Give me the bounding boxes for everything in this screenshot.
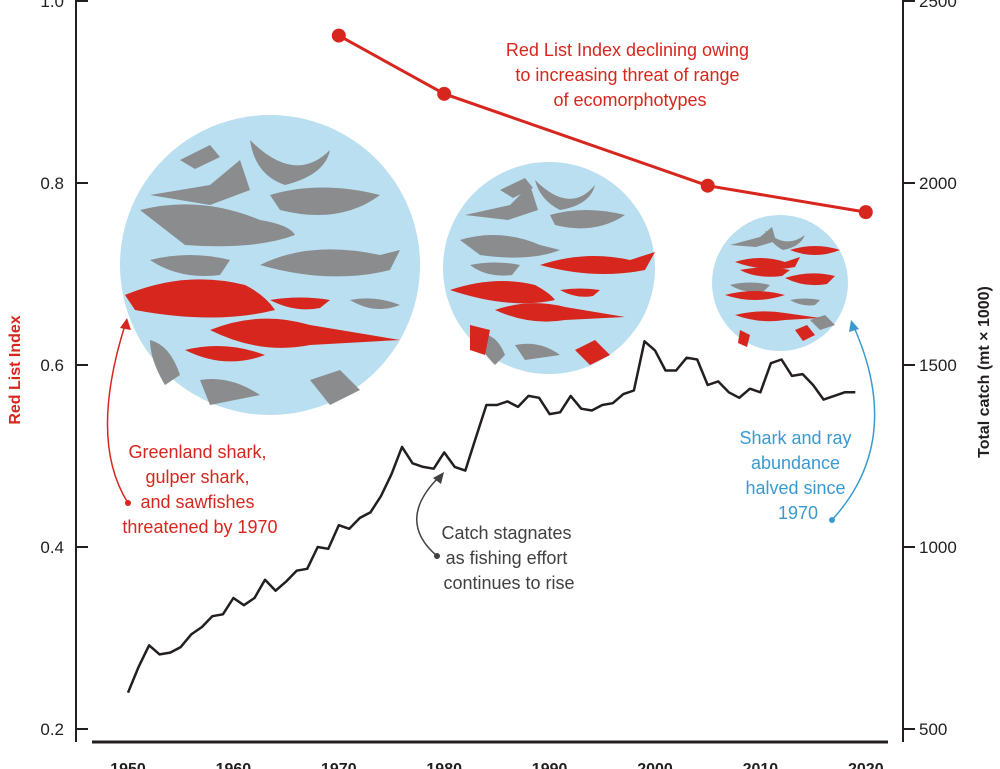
non-threatened-species-silhouettes-1990 — [460, 178, 625, 365]
annotation-red-list-line: Red List Index declining owing — [506, 40, 749, 60]
annotation-catch-line: as fishing effort — [446, 548, 568, 568]
annotation-greenland-line: Greenland shark, — [128, 442, 266, 462]
left-tick-label: 0.4 — [40, 538, 64, 557]
left-tick-label: 0.8 — [40, 174, 64, 193]
catch-arrow-dot — [434, 553, 440, 559]
annotation-abundance-line: halved since — [745, 478, 845, 498]
left-axis-title: Red List Index — [7, 315, 24, 424]
annotation-greenland-line: and sawfishes — [140, 492, 254, 512]
x-tick-label: 1990 — [532, 761, 568, 769]
annotation-catch: Catch stagnates as fishing effort contin… — [441, 523, 576, 593]
species-circle-2015 — [712, 215, 848, 351]
series-layer — [126, 28, 873, 694]
threatened-species-silhouettes-2015 — [725, 246, 840, 347]
annotation-catch-line: Catch stagnates — [441, 523, 571, 543]
annotation-greenland: Greenland shark, gulper shark, and sawfi… — [122, 442, 277, 537]
species-circle-1970 — [120, 115, 420, 415]
x-tick-label: 2010 — [743, 761, 779, 769]
abundance-arrowhead — [849, 320, 859, 332]
right-y-ticks: 500 1000 1500 2000 2500 — [903, 0, 957, 739]
right-tick-label: 1500 — [919, 356, 957, 375]
greenland-arrow — [106, 321, 129, 504]
right-tick-label: 2500 — [919, 0, 957, 11]
non-threatened-species-silhouettes-1970 — [140, 140, 400, 405]
annotation-catch-line: continues to rise — [443, 573, 574, 593]
left-tick-label: 0.6 — [40, 356, 64, 375]
catch-arrow — [416, 475, 441, 557]
non-threatened-species-silhouettes-2015 — [730, 227, 835, 330]
annotation-red-list-line: of ecomorphotypes — [553, 90, 706, 110]
x-tick-label: 2020 — [848, 761, 884, 769]
threatened-species-silhouettes-1990 — [450, 252, 655, 365]
annotation-abundance: Shark and ray abundance halved since 197… — [739, 428, 856, 523]
threatened-species-silhouettes-1970 — [125, 279, 400, 362]
x-tick-label: 2000 — [637, 761, 673, 769]
left-tick-label: 1.0 — [40, 0, 64, 11]
catch-arrowhead — [433, 472, 444, 484]
abundance-arrow-dot — [829, 517, 835, 523]
red-list-index-point — [858, 205, 873, 220]
right-tick-label: 500 — [919, 720, 947, 739]
left-tick-label: 0.2 — [40, 720, 64, 739]
greenland-arrowhead — [120, 318, 131, 330]
annotation-greenland-line: gulper shark, — [145, 467, 249, 487]
annotation-abundance-line: abundance — [751, 453, 840, 473]
left-y-ticks: 0.2 0.4 0.6 0.8 1.0 — [40, 0, 88, 739]
red-list-index-point — [437, 86, 452, 101]
annotation-greenland-line: threatened by 1970 — [122, 517, 277, 537]
right-tick-label: 1000 — [919, 538, 957, 557]
red-list-index-point — [331, 28, 346, 43]
x-tick-label: 1950 — [110, 761, 146, 769]
x-ticks: 1950 1960 1970 1980 1990 2000 2010 2020 — [110, 761, 883, 769]
annotation-red-list-line: to increasing threat of range — [515, 65, 739, 85]
x-tick-label: 1960 — [216, 761, 252, 769]
annotation-abundance-line: Shark and ray — [739, 428, 851, 448]
x-tick-label: 1970 — [321, 761, 357, 769]
abundance-arrow — [831, 324, 876, 521]
annotation-red-list: Red List Index declining owing to increa… — [506, 40, 754, 110]
species-circle-1990 — [443, 162, 655, 374]
red-list-index-line — [338, 34, 867, 214]
x-tick-label: 1980 — [426, 761, 462, 769]
right-axis-title: Total catch (mt × 1000) — [976, 286, 993, 458]
greenland-arrow-dot — [125, 500, 131, 506]
red-list-index-point — [700, 178, 715, 193]
right-tick-label: 2000 — [919, 174, 957, 193]
annotation-abundance-line: 1970 — [778, 503, 818, 523]
total-catch-line — [126, 340, 856, 694]
